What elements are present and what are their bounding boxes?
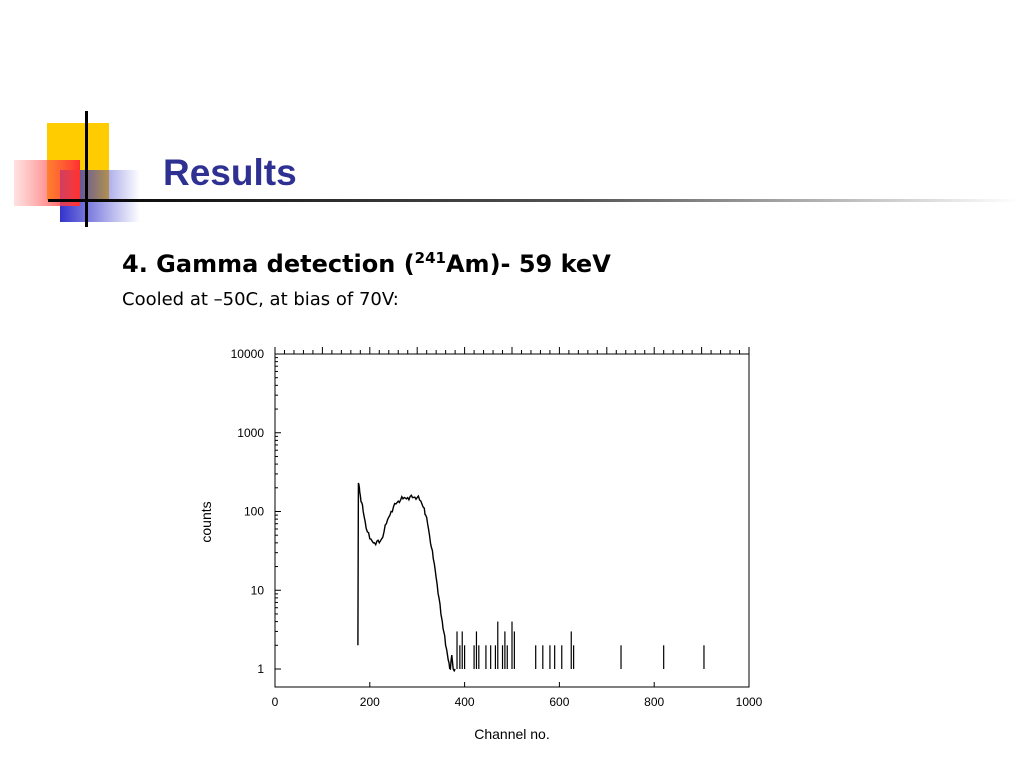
top-axis-ticks: [274, 347, 750, 354]
x-tick-label: 200: [360, 695, 380, 709]
y-tick-label: 10000: [231, 347, 265, 361]
heading-superscript: 241: [414, 249, 446, 267]
spectrum-line: [357, 482, 456, 673]
y-tick-label: 10: [251, 583, 265, 597]
spectrum-chart: 0 200 400 600 800 1000 1 10 100 1000 10000 Channe…: [198, 347, 763, 742]
deco-red-square: [14, 160, 80, 206]
x-tick-label: 0: [272, 695, 279, 709]
x-tick-label: 800: [644, 695, 664, 709]
title-underline: [48, 199, 1018, 202]
title-decoration: [14, 111, 1018, 227]
x-axis-label: Channel no.: [474, 726, 550, 742]
x-tick-label: 400: [455, 695, 475, 709]
y-tick-label: 100: [244, 505, 264, 519]
heading-prefix: 4. Gamma detection (: [122, 250, 415, 278]
heading-suffix: Am)- 59 keV: [445, 250, 611, 278]
y-tick-label: 1: [257, 662, 264, 676]
y-axis-label: counts: [198, 501, 214, 542]
slide-heading: 4. Gamma detection (241Am)- 59 keV: [122, 247, 611, 281]
slide-caption: Cooled at –50C, at bias of 70V:: [122, 289, 399, 310]
y-axis-ticks: 1 10 100 1000 10000: [231, 347, 281, 676]
slide-title: Results: [163, 152, 297, 193]
x-tick-label: 1000: [736, 695, 763, 709]
y-tick-label: 1000: [237, 426, 264, 440]
sparse-count-spikes: [456, 621, 705, 669]
x-tick-label: 600: [549, 695, 569, 709]
deco-vertical-line: [85, 111, 88, 227]
x-axis-ticks: 0 200 400 600 800 1000: [272, 682, 763, 709]
